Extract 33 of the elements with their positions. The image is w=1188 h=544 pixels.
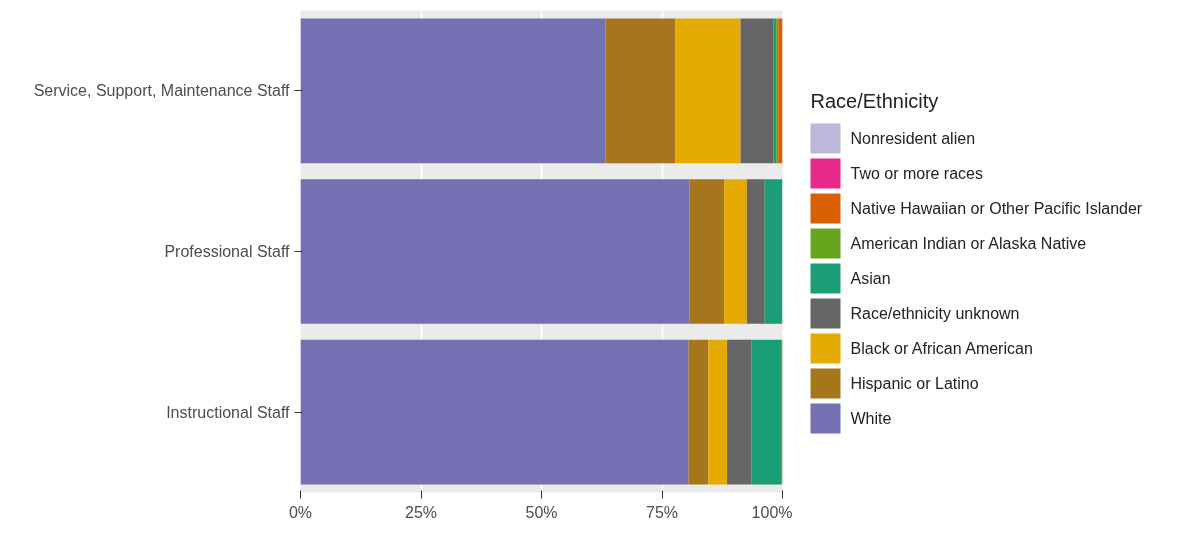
legend-label: American Indian or Alaska Native	[850, 235, 1087, 252]
bar	[724, 179, 747, 324]
legend-label: Asian	[850, 270, 891, 287]
legend-label: Black or African American	[850, 340, 1033, 357]
legend-label: Hispanic or Latino	[850, 375, 979, 392]
bar	[778, 18, 783, 164]
bar	[689, 179, 725, 324]
bar	[300, 339, 689, 485]
bar	[751, 339, 782, 485]
legend-label: Two or more races	[850, 165, 983, 182]
x-tick-label: 50%	[525, 503, 558, 521]
bar	[688, 339, 709, 485]
bar	[764, 179, 783, 324]
x-tick-label: 100%	[751, 503, 793, 521]
y-tick-label: Service, Support, Maintenance Staff	[33, 82, 291, 100]
bar	[675, 18, 741, 164]
y-tick-label: Instructional Staff	[166, 403, 291, 421]
bar	[300, 18, 606, 164]
bar	[300, 179, 690, 324]
legend-title: Race/Ethnicity	[810, 89, 939, 112]
y-tick-label: Professional Staff	[164, 243, 291, 260]
legend-label: Native Hawaiian or Other Pacific Islander	[850, 200, 1143, 217]
x-tick-label: 75%	[645, 503, 679, 521]
x-tick-label: 25%	[404, 503, 438, 521]
legend-label: Nonresident alien	[850, 130, 976, 147]
legend-label: White	[850, 410, 892, 427]
bar	[708, 339, 728, 485]
bar	[740, 18, 774, 164]
bar	[727, 339, 752, 485]
bar	[746, 179, 765, 324]
legend-label: Race/ethnicity unknown	[850, 305, 1020, 322]
bar	[605, 18, 676, 164]
x-tick-label: 0%	[288, 503, 313, 521]
